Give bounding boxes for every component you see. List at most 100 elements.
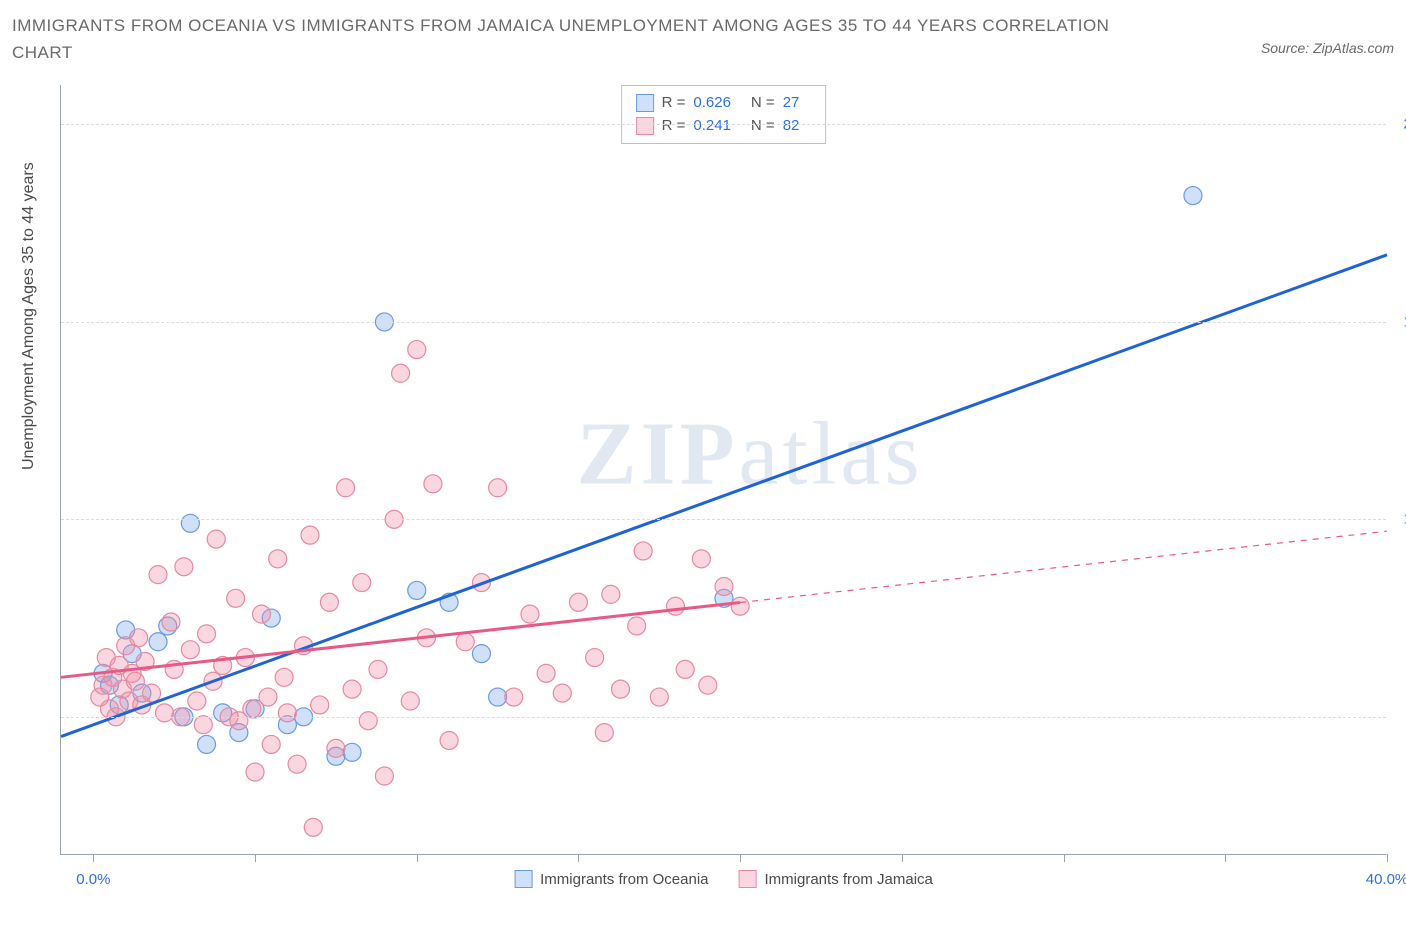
data-point [505, 688, 523, 706]
legend-r-value: 0.626 [693, 92, 731, 115]
data-point [246, 763, 264, 781]
data-point [489, 479, 507, 497]
scatter-svg [61, 85, 1386, 854]
x-tick [578, 854, 579, 862]
x-tick [1064, 854, 1065, 862]
legend-series-item: Immigrants from Jamaica [739, 870, 933, 888]
data-point [343, 680, 361, 698]
legend-swatch [739, 870, 757, 888]
x-tick [740, 854, 741, 862]
data-point [634, 542, 652, 560]
data-point [537, 664, 555, 682]
x-tick [1387, 854, 1388, 862]
data-point [269, 550, 287, 568]
data-point [569, 593, 587, 611]
x-tick-label: 40.0% [1366, 871, 1406, 888]
data-point [243, 700, 261, 718]
legend-swatch [636, 117, 654, 135]
data-point [149, 633, 167, 651]
data-point [424, 475, 442, 493]
data-point [666, 597, 684, 615]
data-point [369, 660, 387, 678]
data-point [143, 684, 161, 702]
data-point [715, 577, 733, 595]
data-point [343, 743, 361, 761]
data-point [375, 767, 393, 785]
data-point [198, 625, 216, 643]
data-point [595, 724, 613, 742]
data-point [327, 739, 345, 757]
data-point [731, 597, 749, 615]
data-point [194, 716, 212, 734]
data-point [521, 605, 539, 623]
y-tick-label: 15.0% [1391, 313, 1406, 330]
data-point [288, 755, 306, 773]
trend-line [61, 255, 1387, 737]
gridline [61, 322, 1386, 323]
legend-r-label: R = [662, 115, 686, 138]
data-point [676, 660, 694, 678]
chart-title: IMMIGRANTS FROM OCEANIA VS IMMIGRANTS FR… [12, 12, 1112, 66]
data-point [149, 566, 167, 584]
data-point [359, 712, 377, 730]
x-tick [902, 854, 903, 862]
data-point [392, 364, 410, 382]
data-point [126, 672, 144, 690]
data-point [602, 585, 620, 603]
legend-series-label: Immigrants from Oceania [540, 871, 708, 888]
data-point [301, 526, 319, 544]
y-axis-label: Unemployment Among Ages 35 to 44 years [20, 162, 38, 470]
data-point [262, 735, 280, 753]
data-point [188, 692, 206, 710]
data-point [353, 574, 371, 592]
data-point [259, 688, 277, 706]
x-tick [1225, 854, 1226, 862]
data-point [198, 735, 216, 753]
y-tick-label: 10.0% [1391, 511, 1406, 528]
legend-swatch [636, 94, 654, 112]
trend-line-dashed [740, 531, 1387, 602]
data-point [130, 629, 148, 647]
data-point [553, 684, 571, 702]
x-tick [417, 854, 418, 862]
data-point [275, 668, 293, 686]
data-point [253, 605, 271, 623]
legend-stat-row: R =0.241N =82 [636, 115, 812, 138]
data-point [628, 617, 646, 635]
data-point [320, 593, 338, 611]
data-point [278, 704, 296, 722]
legend-swatch [514, 870, 532, 888]
data-point [456, 633, 474, 651]
legend-stat-row: R =0.626N =27 [636, 92, 812, 115]
legend-n-value: 82 [783, 115, 800, 138]
data-point [650, 688, 668, 706]
gridline [61, 519, 1386, 520]
data-point [181, 641, 199, 659]
x-tick [255, 854, 256, 862]
y-tick-label: 20.0% [1391, 116, 1406, 133]
legend-n-label: N = [751, 115, 775, 138]
data-point [207, 530, 225, 548]
data-point [304, 818, 322, 836]
legend-n-label: N = [751, 92, 775, 115]
data-point [489, 688, 507, 706]
legend-series: Immigrants from Oceania Immigrants from J… [514, 870, 933, 888]
legend-stats: R =0.626N =27R =0.241N =82 [621, 85, 827, 144]
x-tick-label: 0.0% [76, 871, 110, 888]
legend-r-label: R = [662, 92, 686, 115]
data-point [472, 645, 490, 663]
data-point [337, 479, 355, 497]
data-point [699, 676, 717, 694]
data-point [692, 550, 710, 568]
legend-series-label: Immigrants from Jamaica [765, 871, 933, 888]
plot-area: ZIPatlas R =0.626N =27R =0.241N =82 Immi… [60, 85, 1386, 855]
data-point [181, 514, 199, 532]
data-point [175, 558, 193, 576]
data-point [401, 692, 419, 710]
gridline [61, 717, 1386, 718]
y-tick-label: 5.0% [1391, 708, 1406, 725]
legend-series-item: Immigrants from Oceania [514, 870, 708, 888]
data-point [227, 589, 245, 607]
data-point [155, 704, 173, 722]
data-point [1184, 187, 1202, 205]
